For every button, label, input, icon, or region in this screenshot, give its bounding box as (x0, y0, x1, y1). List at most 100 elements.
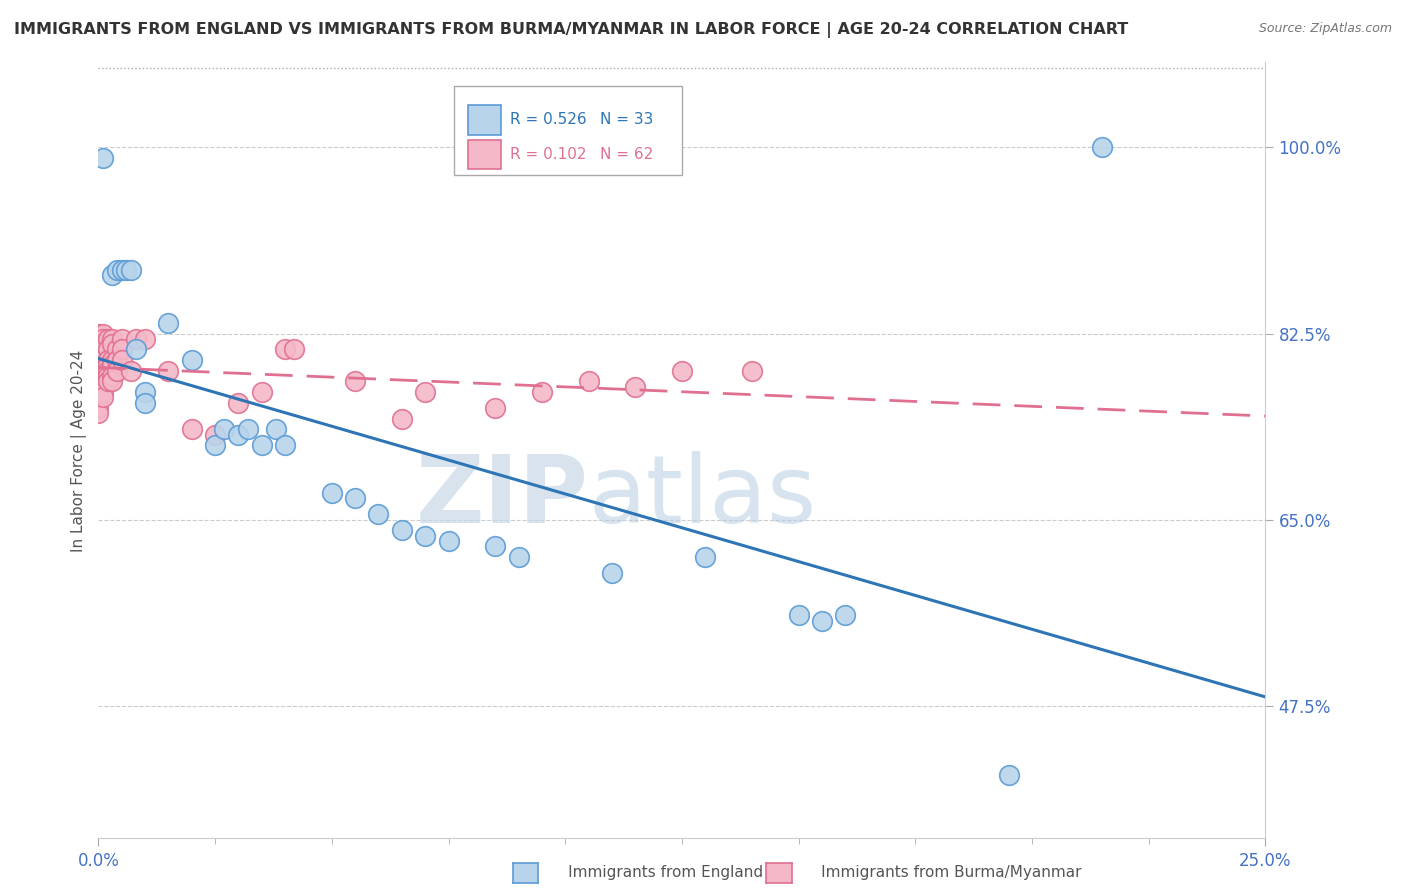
Point (413, 384, 436, 399)
Point (228, 427, 250, 442)
Point (97, 343, 120, 357)
Bar (468, 140, 501, 169)
Point (87, 406, 110, 420)
Point (111, 343, 134, 357)
Point (97, 353, 120, 368)
Point (87, 390, 110, 404)
Point (391, 411, 413, 425)
Text: atlas: atlas (589, 451, 817, 543)
Point (624, 379, 647, 393)
Point (125, 343, 148, 357)
Text: N = 33: N = 33 (600, 112, 654, 128)
Point (134, 395, 156, 409)
Point (344, 375, 367, 389)
Point (87, 359, 110, 373)
Point (120, 364, 142, 378)
Point (111, 353, 134, 368)
Point (97, 369, 120, 384)
Point (204, 438, 226, 452)
Point (250, 438, 273, 452)
Point (91, 384, 114, 399)
Point (695, 549, 717, 564)
Point (87, 379, 110, 393)
Point (87, 364, 110, 378)
Point (111, 262, 134, 277)
Point (134, 384, 156, 399)
Point (250, 384, 273, 399)
Point (508, 549, 530, 564)
Point (484, 539, 506, 553)
Point (834, 608, 856, 623)
Point (101, 353, 124, 368)
Point (91, 364, 114, 378)
Text: R = 0.102: R = 0.102 (510, 147, 586, 162)
Point (134, 332, 156, 346)
Point (87, 369, 110, 384)
Point (97, 359, 120, 373)
Point (391, 523, 413, 537)
Point (87, 337, 110, 351)
Point (321, 486, 343, 500)
Point (87, 401, 110, 415)
Point (97, 332, 120, 346)
Point (997, 767, 1019, 781)
Point (484, 401, 506, 415)
Point (787, 608, 810, 623)
Point (101, 369, 124, 384)
Point (91, 343, 114, 357)
Text: ZIP: ZIP (416, 451, 589, 543)
Point (413, 528, 436, 542)
Point (274, 343, 297, 357)
Point (344, 491, 367, 506)
Point (157, 316, 180, 330)
Point (811, 614, 834, 628)
Point (91, 337, 114, 351)
Point (214, 422, 236, 436)
Text: R = 0.526: R = 0.526 (510, 112, 586, 128)
Text: Source: ZipAtlas.com: Source: ZipAtlas.com (1258, 22, 1392, 36)
Point (125, 332, 148, 346)
Point (274, 438, 297, 452)
Point (101, 337, 124, 351)
Point (180, 353, 202, 368)
Point (87, 353, 110, 368)
Point (91, 151, 114, 165)
Point (87, 343, 110, 357)
Y-axis label: In Labor Force | Age 20-24: In Labor Force | Age 20-24 (72, 350, 87, 551)
Point (101, 332, 124, 346)
Point (180, 422, 202, 436)
Point (91, 379, 114, 393)
Point (367, 508, 389, 522)
Point (228, 395, 250, 409)
Point (97, 364, 120, 378)
Point (115, 262, 138, 277)
Bar (468, 105, 501, 135)
Point (111, 332, 134, 346)
Point (105, 262, 128, 277)
Text: IMMIGRANTS FROM ENGLAND VS IMMIGRANTS FROM BURMA/MYANMAR IN LABOR FORCE | AGE 20: IMMIGRANTS FROM ENGLAND VS IMMIGRANTS FR… (14, 22, 1128, 38)
Point (105, 364, 128, 378)
Text: N = 62: N = 62 (600, 147, 654, 162)
Point (105, 343, 128, 357)
Point (91, 332, 114, 346)
Point (101, 268, 124, 282)
Point (105, 353, 128, 368)
Point (283, 343, 305, 357)
Point (101, 359, 124, 373)
Point (91, 359, 114, 373)
Point (87, 375, 110, 389)
Point (87, 384, 110, 399)
Point (87, 326, 110, 341)
Point (101, 375, 124, 389)
Point (204, 427, 226, 442)
Point (236, 422, 259, 436)
Point (437, 533, 460, 548)
Bar (454, 86, 682, 175)
Point (530, 384, 553, 399)
Point (157, 364, 180, 378)
Point (264, 422, 287, 436)
Text: Immigrants from England: Immigrants from England (534, 865, 763, 880)
Text: Immigrants from Burma/Myanmar: Immigrants from Burma/Myanmar (787, 865, 1081, 880)
Point (91, 353, 114, 368)
Point (120, 262, 142, 277)
